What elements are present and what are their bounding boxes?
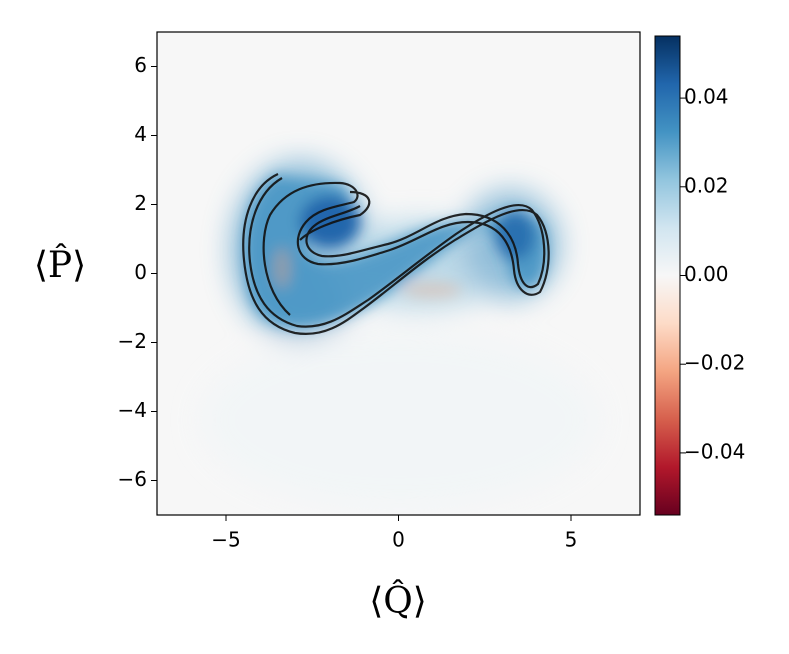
colorbar-tick-label: 0.04 <box>684 85 729 109</box>
x-axis-label: ⟨Q̂⟩ <box>369 579 427 622</box>
x-tick-label: −5 <box>211 528 240 552</box>
x-tick-label: 5 <box>565 528 578 552</box>
colorbar-tick-label: −0.02 <box>684 351 745 375</box>
y-tick-label: 6 <box>134 53 147 77</box>
y-tick-label: 0 <box>134 260 147 284</box>
colorbar-tick-label: 0.02 <box>684 173 729 197</box>
y-axis-label: ⟨P̂⟩ <box>34 243 86 286</box>
x-tick-label: 0 <box>392 528 405 552</box>
y-tick-label: −2 <box>118 329 147 353</box>
y-tick-label: −4 <box>118 398 147 422</box>
colorbar-tick-label: 0.00 <box>684 262 729 286</box>
attractor <box>242 173 550 336</box>
colorbar <box>654 35 681 516</box>
colorbar-tick-label: −0.04 <box>684 439 745 463</box>
y-tick-label: −6 <box>118 467 147 491</box>
heatmap-field <box>200 160 600 510</box>
y-tick-label: 2 <box>134 191 147 215</box>
y-tick-label: 4 <box>134 122 147 146</box>
